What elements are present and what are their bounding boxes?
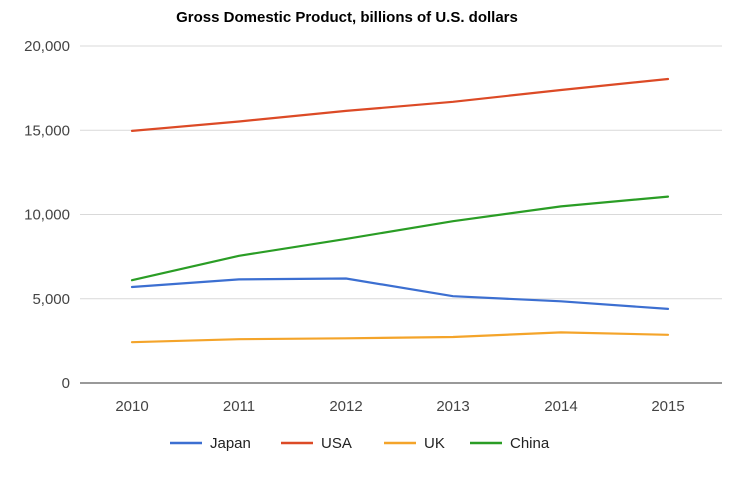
gridlines [80, 45, 722, 384]
x-axis-tick-labels: 2010 2011 2012 2013 2014 2015 [115, 398, 684, 415]
y-tick-label: 20,000 [24, 38, 70, 55]
chart-title: Gross Domestic Product, billions of U.S.… [176, 9, 518, 26]
legend-item-china: China [470, 435, 550, 452]
y-tick-label: 5,000 [32, 291, 70, 308]
legend-label: UK [424, 435, 445, 452]
series-line-uk [130, 331, 670, 344]
series-line-china [130, 195, 670, 282]
series-line-usa [130, 77, 670, 132]
x-tick-label: 2015 [651, 398, 684, 415]
y-tick-label: 0 [62, 375, 70, 392]
y-tick-label: 15,000 [24, 122, 70, 139]
legend-label: China [510, 435, 550, 452]
series-lines [130, 77, 670, 344]
series-line-japan [130, 277, 670, 310]
legend-label: USA [321, 435, 352, 452]
legend-item-uk: UK [384, 435, 445, 452]
x-tick-label: 2010 [115, 398, 148, 415]
legend-label: Japan [210, 435, 251, 452]
x-tick-label: 2013 [436, 398, 469, 415]
legend: Japan USA UK China [170, 435, 550, 452]
x-tick-label: 2011 [223, 398, 255, 415]
y-axis-tick-labels: 0 5,000 10,000 15,000 20,000 [24, 38, 70, 392]
legend-item-usa: USA [281, 435, 352, 452]
y-tick-label: 10,000 [24, 207, 70, 224]
legend-item-japan: Japan [170, 435, 251, 452]
x-tick-label: 2014 [544, 398, 577, 415]
x-tick-label: 2012 [329, 398, 362, 415]
